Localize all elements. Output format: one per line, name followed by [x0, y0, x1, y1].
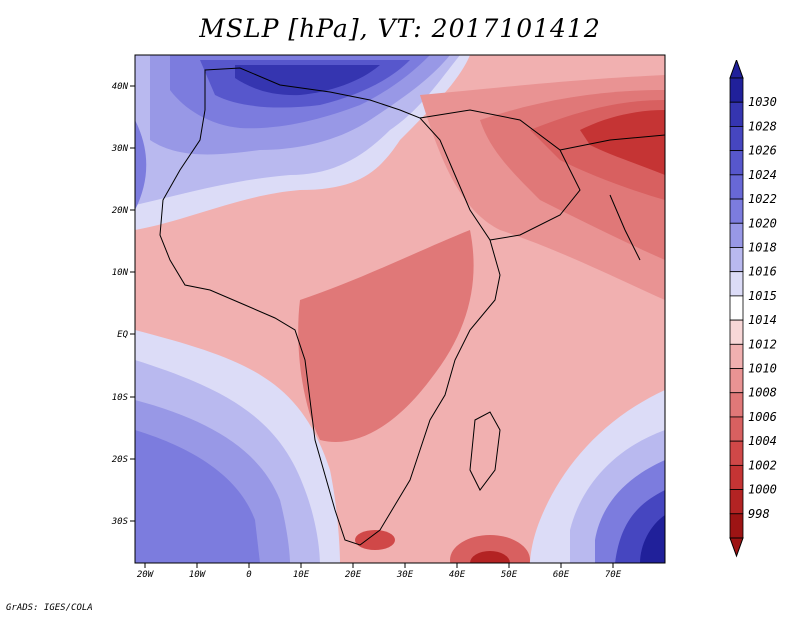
colorbar-level-label: 1022 — [748, 192, 777, 206]
colorbar-level-label: 1000 — [748, 483, 777, 497]
colorbar-level-label: 1016 — [748, 265, 777, 279]
colorbar-level-label: 1015 — [748, 289, 777, 303]
colorbar-labels: 1030 1028 1026 1024 1022 1020 1018 1016 1015 1014… — [748, 95, 777, 521]
colorbar-level-label: 1018 — [748, 240, 777, 254]
colorbar-swatch — [729, 295, 744, 321]
lon-label: 0 — [246, 570, 251, 580]
colorbar-swatch — [729, 222, 744, 248]
colorbar-swatch — [729, 416, 744, 442]
colorbar-swatch — [729, 271, 744, 297]
colorbar-level-label: 1012 — [748, 337, 777, 351]
pressure-field — [135, 55, 665, 563]
lat-label: EQ — [117, 330, 128, 340]
colorbar-swatch — [729, 513, 744, 539]
lat-label: 40N — [112, 82, 129, 92]
colorbar-swatch — [729, 489, 744, 515]
colorbar-swatch — [729, 77, 744, 103]
lon-label: 40E — [449, 570, 466, 580]
colorbar-legend: 1030 1028 1026 1024 1022 1020 1018 1016 1015 1014… — [729, 60, 777, 558]
colorbar-swatch — [729, 101, 744, 127]
colorbar-swatch — [729, 368, 744, 394]
colorbar-swatch — [729, 392, 744, 418]
footer-credit: GrADS: IGES/COLA — [6, 603, 93, 613]
lat-label: 30S — [111, 517, 129, 527]
colorbar-level-label: 1008 — [748, 386, 777, 400]
colorbar-swatch — [729, 150, 744, 176]
lat-label: 20N — [112, 206, 129, 216]
lon-label: 20W — [137, 570, 155, 580]
lat-label: 10N — [112, 268, 129, 278]
latitude-axis: 40N 30N 20N 10N EQ 10S 20S 30S — [111, 82, 135, 527]
colorbar-level-label: 1026 — [748, 144, 777, 158]
lat-label: 10S — [112, 393, 129, 403]
colorbar-level-label: 1002 — [748, 458, 777, 472]
colorbar-swatch — [729, 440, 744, 466]
colorbar-swatch — [729, 126, 744, 152]
colorbar-swatch — [729, 247, 744, 273]
colorbar-level-label: 1028 — [748, 119, 777, 133]
colorbar-swatch — [729, 174, 744, 200]
lon-label: 70E — [605, 570, 622, 580]
colorbar-level-label: 1004 — [748, 434, 777, 448]
lon-label: 30E — [396, 570, 414, 580]
longitude-axis: 20W 10W 0 10E 20E 30E 40E 50E 60E 70E — [137, 563, 622, 580]
lat-label: 30N — [111, 144, 129, 154]
lat-label: 20S — [112, 455, 129, 465]
colorbar-level-label: 1030 — [748, 95, 777, 109]
lon-label: 10W — [189, 570, 207, 580]
colorbar-level-label: 1014 — [748, 313, 777, 327]
colorbar-top-arrow — [729, 60, 744, 79]
lon-label: 10E — [293, 570, 310, 580]
colorbar-swatch — [729, 319, 744, 345]
coastlines — [159, 67, 665, 546]
map-title: MSLP [hPa], VT: 2017101412 — [199, 14, 601, 43]
colorbar — [729, 60, 744, 558]
lon-label: 60E — [553, 570, 570, 580]
colorbar-level-label: 998 — [748, 507, 770, 521]
colorbar-swatch — [729, 343, 744, 369]
colorbar-level-label: 1020 — [748, 216, 777, 230]
colorbar-bottom-arrow — [729, 537, 744, 558]
colorbar-swatch — [729, 464, 744, 490]
colorbar-swatch — [729, 198, 744, 224]
lon-label: 50E — [501, 570, 518, 580]
colorbar-level-label: 1006 — [748, 410, 777, 424]
map-frame — [134, 54, 666, 564]
colorbar-level-label: 1024 — [748, 168, 777, 182]
lon-label: 20E — [345, 570, 362, 580]
colorbar-level-label: 1010 — [748, 362, 777, 376]
